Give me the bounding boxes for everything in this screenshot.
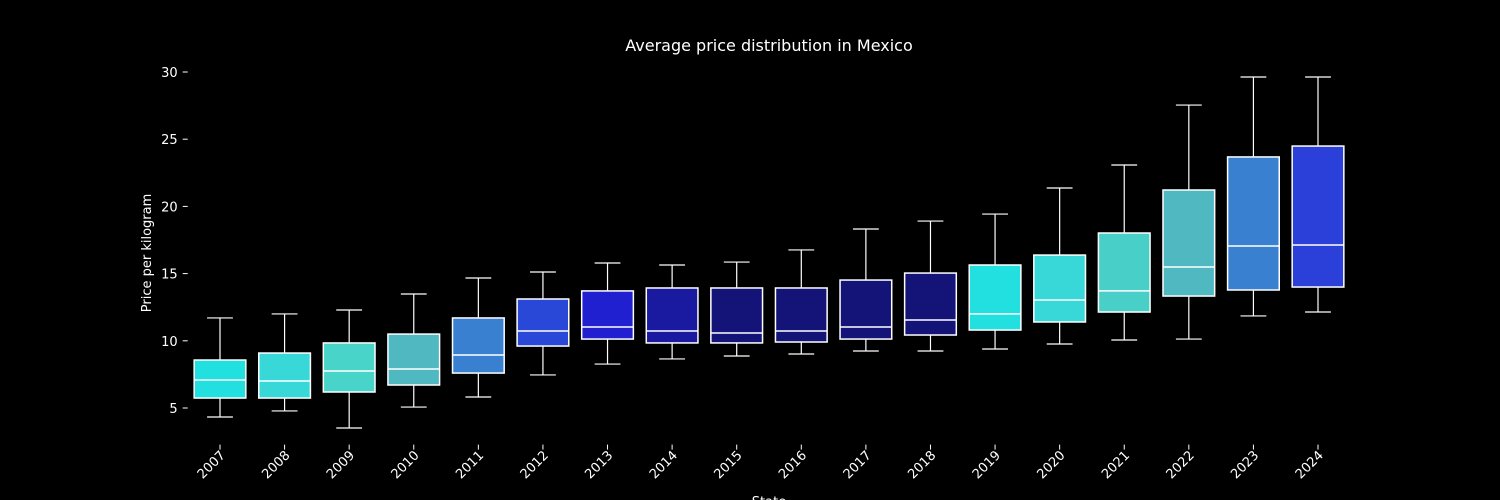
x-tick-label: 2024 bbox=[1293, 448, 1327, 482]
x-tick-label: 2015 bbox=[712, 448, 746, 482]
x-tick-label: 2007 bbox=[195, 448, 229, 482]
box bbox=[1162, 189, 1216, 297]
box bbox=[1097, 232, 1151, 313]
x-tick-label: 2013 bbox=[582, 448, 616, 482]
box bbox=[645, 287, 699, 344]
x-tick-label: 2008 bbox=[259, 448, 293, 482]
box bbox=[516, 298, 570, 347]
box bbox=[257, 352, 312, 399]
x-tick-label: 2014 bbox=[647, 448, 681, 482]
x-tick-label: 2016 bbox=[776, 448, 810, 482]
y-axis-label: Price per kilogram bbox=[140, 194, 155, 313]
chart-title: Average price distribution in Mexico bbox=[625, 36, 913, 55]
x-tick-label: 2011 bbox=[453, 448, 487, 482]
y-tick-label: 25 bbox=[161, 133, 178, 148]
box bbox=[903, 272, 958, 336]
y-tick-label: 30 bbox=[161, 66, 178, 81]
box bbox=[193, 359, 247, 399]
box bbox=[1033, 254, 1087, 323]
x-tick-label: 2021 bbox=[1099, 448, 1133, 482]
x-tick-label: 2022 bbox=[1164, 448, 1198, 482]
box bbox=[839, 279, 893, 340]
box bbox=[774, 287, 828, 343]
box bbox=[1226, 156, 1281, 291]
x-axis-label: State bbox=[752, 495, 786, 500]
y-tick-label: 15 bbox=[161, 268, 178, 283]
box bbox=[322, 342, 376, 393]
x-tick-label: 2018 bbox=[905, 448, 939, 482]
y-tick-label: 10 bbox=[161, 335, 178, 350]
box bbox=[580, 290, 635, 340]
x-tick-label: 2023 bbox=[1228, 448, 1262, 482]
y-tick-label: 5 bbox=[169, 402, 177, 417]
box bbox=[968, 264, 1022, 331]
x-tick-label: 2017 bbox=[841, 448, 875, 482]
x-tick-label: 2010 bbox=[389, 448, 423, 482]
box bbox=[710, 287, 764, 344]
x-tick-label: 2019 bbox=[970, 448, 1004, 482]
y-tick-label: 20 bbox=[161, 200, 178, 215]
box bbox=[1291, 145, 1345, 288]
x-tick-label: 2009 bbox=[324, 448, 358, 482]
x-tick-label: 2012 bbox=[518, 448, 552, 482]
x-tick-label: 2020 bbox=[1034, 448, 1068, 482]
box bbox=[451, 317, 505, 374]
box bbox=[387, 333, 441, 386]
